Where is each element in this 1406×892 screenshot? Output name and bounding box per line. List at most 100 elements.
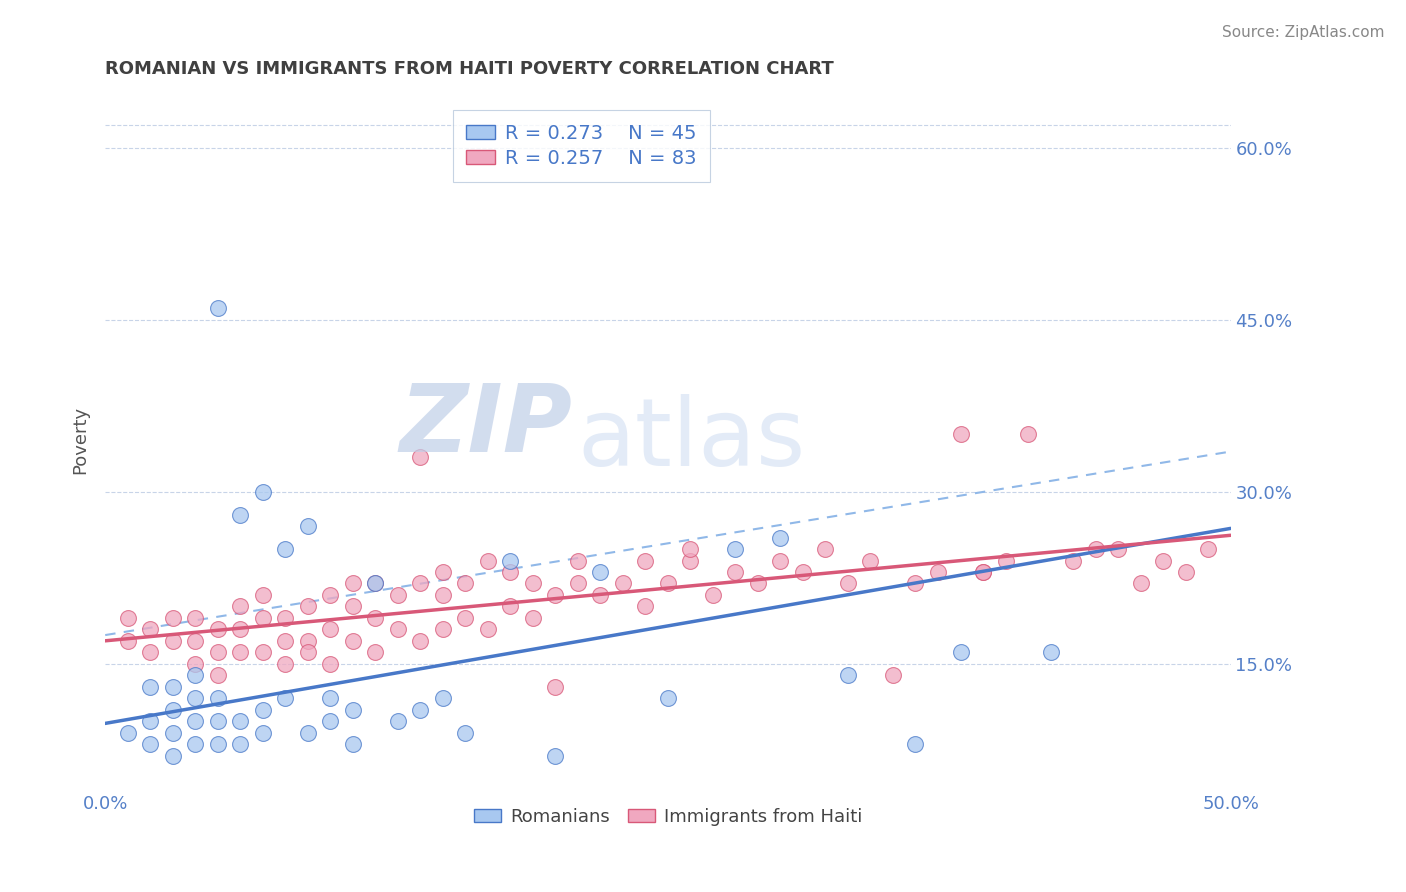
Point bbox=[229, 623, 252, 637]
Point bbox=[207, 737, 229, 751]
Legend: Romanians, Immigrants from Haiti: Romanians, Immigrants from Haiti bbox=[467, 801, 869, 833]
Point bbox=[589, 588, 612, 602]
Point bbox=[229, 714, 252, 728]
Point bbox=[859, 553, 882, 567]
Point bbox=[229, 645, 252, 659]
Point bbox=[454, 611, 477, 625]
Point bbox=[499, 553, 522, 567]
Point bbox=[274, 542, 297, 557]
Point bbox=[319, 588, 342, 602]
Point bbox=[139, 714, 162, 728]
Point bbox=[207, 668, 229, 682]
Point bbox=[184, 714, 207, 728]
Point bbox=[1129, 576, 1152, 591]
Point bbox=[297, 599, 319, 614]
Point bbox=[162, 611, 184, 625]
Text: ZIP: ZIP bbox=[399, 380, 572, 472]
Point bbox=[927, 565, 949, 579]
Point bbox=[139, 645, 162, 659]
Text: ROMANIAN VS IMMIGRANTS FROM HAITI POVERTY CORRELATION CHART: ROMANIAN VS IMMIGRANTS FROM HAITI POVERT… bbox=[105, 60, 834, 78]
Point bbox=[522, 611, 544, 625]
Point bbox=[184, 657, 207, 671]
Point bbox=[724, 565, 747, 579]
Point bbox=[679, 542, 702, 557]
Point bbox=[207, 691, 229, 706]
Point bbox=[432, 565, 454, 579]
Point bbox=[477, 623, 499, 637]
Point bbox=[139, 680, 162, 694]
Point bbox=[274, 657, 297, 671]
Point bbox=[904, 576, 927, 591]
Point bbox=[342, 633, 364, 648]
Point bbox=[274, 611, 297, 625]
Point bbox=[162, 748, 184, 763]
Point bbox=[657, 691, 679, 706]
Point bbox=[499, 599, 522, 614]
Point bbox=[184, 691, 207, 706]
Point bbox=[634, 553, 657, 567]
Point bbox=[432, 588, 454, 602]
Point bbox=[679, 553, 702, 567]
Point bbox=[252, 645, 274, 659]
Point bbox=[162, 725, 184, 739]
Point bbox=[792, 565, 814, 579]
Point bbox=[499, 565, 522, 579]
Point bbox=[117, 611, 139, 625]
Point bbox=[544, 588, 567, 602]
Point bbox=[342, 599, 364, 614]
Point bbox=[252, 588, 274, 602]
Y-axis label: Poverty: Poverty bbox=[72, 406, 89, 475]
Point bbox=[387, 623, 409, 637]
Point bbox=[409, 576, 432, 591]
Point bbox=[1174, 565, 1197, 579]
Point bbox=[274, 691, 297, 706]
Point bbox=[184, 668, 207, 682]
Point bbox=[184, 611, 207, 625]
Point bbox=[117, 633, 139, 648]
Point bbox=[724, 542, 747, 557]
Point bbox=[769, 553, 792, 567]
Point bbox=[634, 599, 657, 614]
Point bbox=[139, 623, 162, 637]
Point bbox=[229, 737, 252, 751]
Point bbox=[319, 691, 342, 706]
Point bbox=[319, 657, 342, 671]
Point bbox=[162, 633, 184, 648]
Point bbox=[657, 576, 679, 591]
Point bbox=[364, 645, 387, 659]
Point bbox=[972, 565, 994, 579]
Point bbox=[1107, 542, 1129, 557]
Point bbox=[162, 680, 184, 694]
Point bbox=[747, 576, 769, 591]
Text: atlas: atlas bbox=[578, 394, 806, 486]
Point bbox=[409, 703, 432, 717]
Point bbox=[364, 576, 387, 591]
Point bbox=[1152, 553, 1174, 567]
Point bbox=[319, 714, 342, 728]
Point bbox=[252, 484, 274, 499]
Point bbox=[162, 703, 184, 717]
Point bbox=[342, 703, 364, 717]
Point bbox=[477, 553, 499, 567]
Point bbox=[184, 633, 207, 648]
Point bbox=[387, 588, 409, 602]
Point bbox=[522, 576, 544, 591]
Point bbox=[229, 599, 252, 614]
Point bbox=[454, 576, 477, 591]
Point bbox=[297, 633, 319, 648]
Point bbox=[342, 737, 364, 751]
Point bbox=[274, 633, 297, 648]
Point bbox=[567, 553, 589, 567]
Point bbox=[769, 531, 792, 545]
Point bbox=[364, 611, 387, 625]
Point bbox=[814, 542, 837, 557]
Point bbox=[409, 633, 432, 648]
Point bbox=[949, 645, 972, 659]
Point bbox=[567, 576, 589, 591]
Point bbox=[612, 576, 634, 591]
Point bbox=[1039, 645, 1062, 659]
Point bbox=[972, 565, 994, 579]
Point bbox=[1084, 542, 1107, 557]
Point bbox=[319, 623, 342, 637]
Point bbox=[184, 737, 207, 751]
